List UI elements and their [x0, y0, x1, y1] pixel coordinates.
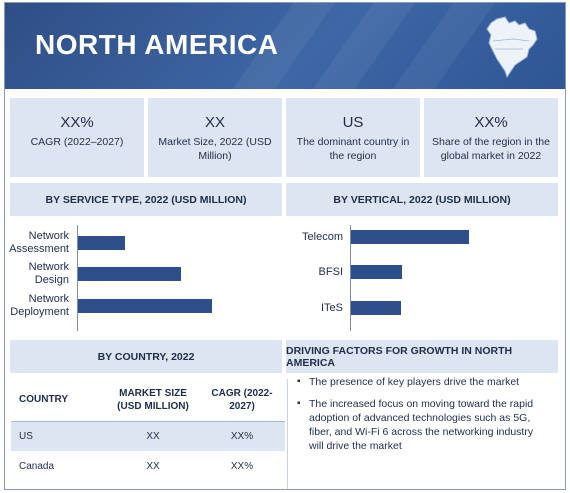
- vertical-chart-title: BY VERTICAL, 2022 (USD MILLION): [286, 183, 558, 216]
- list-item: The increased focus on moving toward the…: [295, 397, 545, 453]
- list-item: The presence of key players drive the ma…: [295, 375, 545, 389]
- chart-axis-line: [77, 225, 78, 331]
- table-row: Canada XX XX%: [11, 451, 285, 481]
- bar-category-label-line: Assessment: [9, 243, 69, 255]
- stat-market-size: XX Market Size, 2022 (USD Million): [148, 98, 282, 177]
- stat-value: XX: [204, 114, 225, 131]
- bar-category-label: Network Assessment: [7, 230, 69, 256]
- stat-value: XX%: [60, 114, 94, 131]
- bar-network-deployment: [78, 299, 212, 313]
- bar-category-label-line: Deployment: [10, 306, 69, 318]
- stat-label: CAGR (2022–2027): [30, 136, 124, 148]
- stat-value: XX%: [474, 114, 508, 131]
- stat-label: The dominant country in the region: [296, 136, 410, 162]
- bar-bfsi: [351, 265, 402, 279]
- table-cell: US: [11, 421, 107, 451]
- stat-dominant-country: US The dominant country in the region: [286, 98, 420, 177]
- column-header-country: COUNTRY: [11, 379, 107, 422]
- bar-category-label-line: Design: [34, 274, 69, 286]
- column-header-cagr: CAGR (2022-2027): [199, 379, 285, 422]
- stat-label: Market Size, 2022 (USD Million): [158, 136, 272, 162]
- table-row: US XX XX%: [11, 421, 285, 451]
- country-section-title: BY COUNTRY, 2022: [10, 340, 282, 373]
- region-title: NORTH AMERICA: [35, 29, 279, 60]
- bar-category-label: ITeS: [320, 302, 343, 314]
- column-header-market-size: MARKET SIZE (USD MILLION): [107, 379, 199, 422]
- chart-axis-line: [350, 225, 351, 331]
- bar-category-label: Network Design: [7, 261, 69, 287]
- table-cell: XX: [146, 460, 160, 472]
- table-header-row: COUNTRY MARKET SIZE (USD MILLION) CAGR (…: [11, 379, 285, 422]
- north-america-map-icon: [486, 16, 538, 79]
- table-cell: XX: [107, 421, 199, 451]
- driving-factors-list: The presence of key players drive the ma…: [295, 375, 545, 461]
- bar-network-design: [78, 267, 181, 281]
- bar-category-label: BFSI: [318, 266, 343, 278]
- bar-category-label-line: Network: [28, 293, 69, 305]
- infographic-frame: NORTH AMERICA XX% CAGR (2022–2027) XX Ma…: [4, 2, 566, 490]
- stat-cagr: XX% CAGR (2022–2027): [10, 98, 144, 177]
- stat-label: Share of the region in the global market…: [432, 136, 550, 162]
- bar-ites: [351, 301, 401, 315]
- bar-telecom: [351, 230, 469, 244]
- bar-category-label-line: Network: [28, 230, 69, 242]
- service-type-chart-title: BY SERVICE TYPE, 2022 (USD MILLION): [10, 183, 282, 216]
- bar-category-label-line: Network: [28, 261, 69, 273]
- section-divider: [287, 379, 288, 489]
- table-cell: XX%: [199, 421, 285, 451]
- region-banner: NORTH AMERICA: [5, 3, 565, 89]
- table-cell: XX%: [230, 460, 254, 472]
- bar-network-assessment: [78, 236, 125, 250]
- country-table: COUNTRY MARKET SIZE (USD MILLION) CAGR (…: [11, 379, 285, 481]
- factors-section-title: DRIVING FACTORS FOR GROWTH IN NORTH AMER…: [286, 340, 558, 373]
- bar-category-label: Telecom: [302, 231, 343, 243]
- stat-region-share: XX% Share of the region in the global ma…: [424, 98, 558, 177]
- stat-value: US: [342, 114, 364, 131]
- table-cell: Canada: [19, 460, 55, 472]
- bar-category-label: Network Deployment: [7, 293, 69, 319]
